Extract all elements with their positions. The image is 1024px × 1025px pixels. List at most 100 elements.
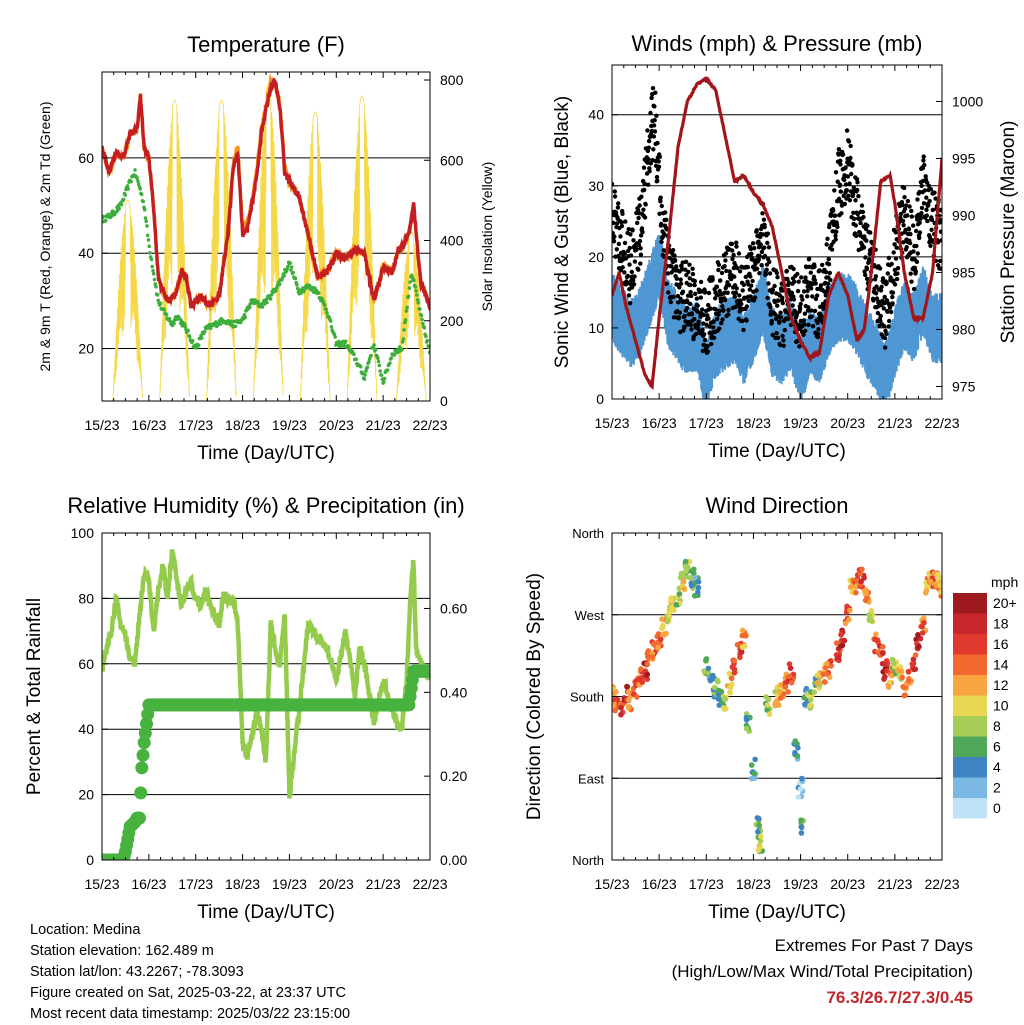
wind-direction-point xyxy=(835,654,842,661)
wind-direction-point xyxy=(786,673,793,680)
gust-point xyxy=(913,228,919,234)
gust-point xyxy=(818,304,823,309)
gust-point xyxy=(729,241,735,247)
colorbar-label: 12 xyxy=(993,677,1009,693)
x-tick-label: 15/23 xyxy=(594,876,629,892)
dewpoint-point xyxy=(329,325,334,329)
gust-point xyxy=(616,241,621,247)
y-tick-label: North xyxy=(572,853,604,868)
gust-point xyxy=(921,201,927,206)
gust-point xyxy=(778,342,783,348)
y-right-tick-label: 400 xyxy=(440,233,464,249)
precip-point xyxy=(138,726,152,740)
wind-direction-point xyxy=(811,689,818,695)
gust-point xyxy=(851,185,856,190)
gust-point xyxy=(705,349,711,354)
gust-point xyxy=(612,181,615,187)
gust-point xyxy=(638,252,644,257)
wind-direction-point xyxy=(658,636,664,643)
wind-direction-point xyxy=(798,824,805,831)
gust-point xyxy=(744,318,749,323)
dewpoint-point xyxy=(186,328,190,333)
wind-direction-point xyxy=(912,652,919,658)
gust-point xyxy=(901,240,906,245)
gust-point xyxy=(704,322,709,327)
gust-point xyxy=(632,274,637,279)
gust-point xyxy=(838,189,843,194)
gust-point xyxy=(639,194,644,199)
gust-point xyxy=(630,228,635,233)
wind-direction-point xyxy=(624,684,631,690)
gust-point xyxy=(692,282,697,288)
gust-point xyxy=(677,310,683,315)
gust-point xyxy=(781,338,786,343)
gust-point xyxy=(835,224,840,230)
gust-point xyxy=(693,331,699,337)
dewpoint-point xyxy=(382,380,386,384)
y-right-tick-label: 0.00 xyxy=(440,852,467,868)
chart-title: Temperature (F) xyxy=(187,32,345,57)
gust-point xyxy=(855,211,860,217)
gust-point xyxy=(823,270,829,275)
gust-point xyxy=(612,189,617,194)
gust-point xyxy=(646,138,652,144)
dewpoint-point xyxy=(343,339,348,344)
dewpoint-point xyxy=(256,299,260,304)
gust-point xyxy=(877,266,883,271)
dewpoint-point xyxy=(352,352,356,357)
dewpoint-point xyxy=(123,193,127,197)
gust-point xyxy=(717,308,722,314)
dewpoint-point xyxy=(274,288,278,293)
gust-point xyxy=(810,294,815,299)
wind-direction-point xyxy=(938,575,942,581)
gust-point xyxy=(625,273,630,279)
gust-point xyxy=(928,243,933,248)
wind-direction-point xyxy=(731,657,738,664)
gust-point xyxy=(710,277,715,282)
wind-direction-point xyxy=(776,688,783,695)
gust-point xyxy=(929,217,935,222)
gust-point xyxy=(767,259,772,265)
gust-point xyxy=(671,315,677,320)
chart-title: Wind Direction xyxy=(705,493,848,518)
dewpoint-point xyxy=(152,277,157,282)
gust-point xyxy=(889,261,894,267)
wind-direction-point xyxy=(905,677,912,684)
wind-direction-point xyxy=(879,660,886,667)
gust-point xyxy=(715,292,721,298)
wind-direction-point xyxy=(634,694,640,700)
x-tick-label: 20/23 xyxy=(830,415,865,431)
gust-point xyxy=(665,271,671,276)
gust-point xyxy=(641,207,646,212)
gust-point xyxy=(881,324,887,329)
wind-direction-point xyxy=(872,636,879,643)
gust-point xyxy=(778,315,784,320)
gust-point xyxy=(904,203,909,208)
wind-direction-point xyxy=(705,665,712,672)
gust-point xyxy=(846,139,852,144)
gust-point xyxy=(834,229,839,234)
gust-point xyxy=(919,211,924,216)
gust-point xyxy=(733,290,739,295)
dewpoint-point xyxy=(126,187,130,191)
gust-point xyxy=(649,95,654,101)
dewpoint-point xyxy=(385,368,390,372)
gust-point xyxy=(767,271,773,276)
gust-point xyxy=(635,220,640,226)
wind-direction-point xyxy=(756,815,762,822)
gust-point xyxy=(757,271,762,276)
wind-direction-point xyxy=(785,689,791,695)
gust-point xyxy=(639,226,645,231)
gust-point xyxy=(895,266,901,271)
wind-direction-point xyxy=(798,775,805,782)
gust-point xyxy=(688,282,693,288)
gust-point xyxy=(659,221,664,227)
gust-point xyxy=(867,257,872,262)
dewpoint-point xyxy=(103,218,108,223)
gust-point xyxy=(748,246,754,252)
extremes-box: Extremes For Past 7 Days (High/Low/Max W… xyxy=(672,933,973,1011)
dewpoint-point xyxy=(117,206,121,211)
gust-point xyxy=(938,217,942,223)
wind-direction-point xyxy=(895,667,901,673)
gust-point xyxy=(898,211,903,217)
